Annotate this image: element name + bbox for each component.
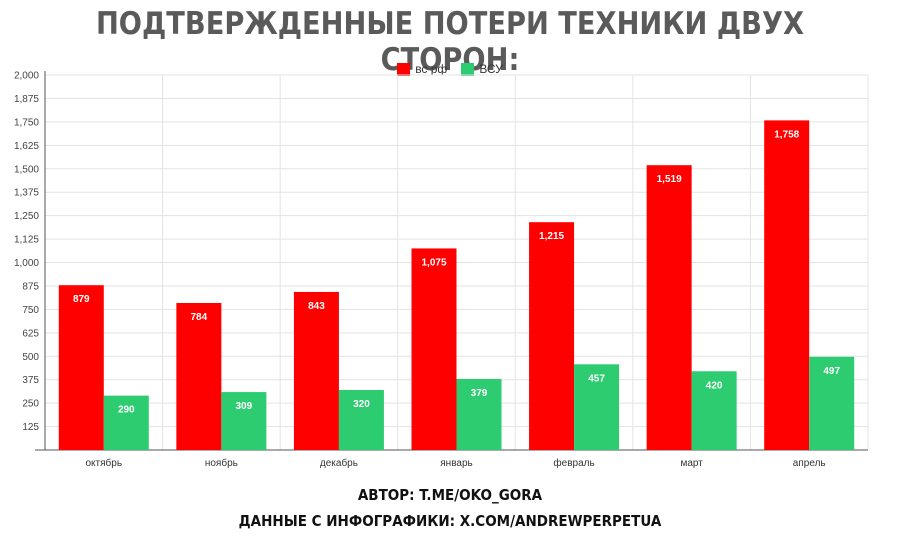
bar-series-1: [764, 120, 810, 450]
data-label: 1,075: [421, 257, 446, 268]
data-label: 497: [823, 366, 840, 377]
data-label: 1,215: [539, 231, 564, 242]
y-tick-label: 125: [22, 422, 39, 433]
bar-series-2: [456, 378, 502, 450]
bar-series-2: [809, 356, 855, 450]
data-label: 309: [236, 401, 253, 412]
x-tick-label: январь: [440, 458, 472, 469]
data-label: 379: [471, 388, 488, 399]
data-label: 290: [118, 405, 135, 416]
data-label: 1,519: [657, 174, 682, 185]
y-tick-label: 875: [22, 281, 39, 292]
legend-item-series-1[interactable]: вс рф: [397, 62, 447, 76]
y-tick-label: 1,250: [14, 211, 39, 222]
legend-label-series-2: ВСУ: [479, 62, 503, 76]
bar-series-2: [221, 392, 267, 450]
y-tick-label: 625: [22, 328, 39, 339]
y-tick-label: 2,000: [14, 71, 39, 82]
x-tick-label: февраль: [553, 457, 594, 469]
source-credit: ДАННЫЕ С ИНФОГРАФИКИ: X.COM/ANDREWPERPET…: [238, 512, 662, 530]
y-tick-label: 375: [22, 375, 39, 386]
author-credit: АВТОР: T.ME/OKO_GORA: [357, 486, 543, 504]
y-tick-label: 500: [22, 352, 39, 363]
bar-series-1: [293, 291, 339, 450]
y-tick-label: 1,750: [14, 117, 39, 128]
bar-series-1: [411, 248, 457, 450]
legend-swatch-series-1: [397, 62, 411, 76]
y-tick-label: 1,625: [14, 141, 39, 152]
bar-series-1: [176, 303, 222, 450]
y-tick-label: 750: [22, 305, 39, 316]
bar-series-2: [103, 395, 149, 450]
data-label: 457: [588, 373, 605, 384]
y-tick-label: 1,000: [14, 258, 39, 269]
data-label: 420: [706, 380, 723, 391]
y-tick-label: 1,875: [14, 94, 39, 105]
x-tick-label: октябрь: [86, 457, 123, 469]
legend-swatch-series-2: [461, 62, 475, 76]
data-label: 843: [308, 301, 325, 312]
bar-series-2: [338, 390, 384, 450]
data-label: 1,758: [774, 129, 799, 140]
x-tick-label: апрель: [793, 458, 826, 469]
y-tick-label: 1,500: [14, 164, 39, 175]
bar-series-1: [646, 165, 692, 450]
y-tick-label: 1,375: [14, 188, 39, 199]
legend-item-series-2[interactable]: ВСУ: [461, 62, 503, 76]
legend: вс рф ВСУ: [0, 62, 900, 76]
bar-series-1: [529, 222, 575, 450]
bar-series-2: [574, 364, 620, 450]
x-tick-label: декабрь: [320, 457, 358, 469]
bar-series-1: [58, 285, 104, 450]
bar-series-2: [691, 371, 737, 450]
data-label: 320: [353, 399, 370, 410]
x-tick-label: ноябрь: [205, 457, 238, 469]
data-label: 879: [73, 294, 90, 305]
x-tick-label: март: [680, 458, 703, 469]
chart-title: ПОДТВЕРЖДЕННЫЕ ПОТЕРИ ТЕХНИКИ ДВУХ СТОРО…: [95, 6, 805, 78]
y-tick-label: 1,125: [14, 235, 39, 246]
y-tick-label: 250: [22, 399, 39, 410]
data-label: 784: [191, 312, 208, 323]
legend-label-series-1: вс рф: [415, 62, 448, 76]
